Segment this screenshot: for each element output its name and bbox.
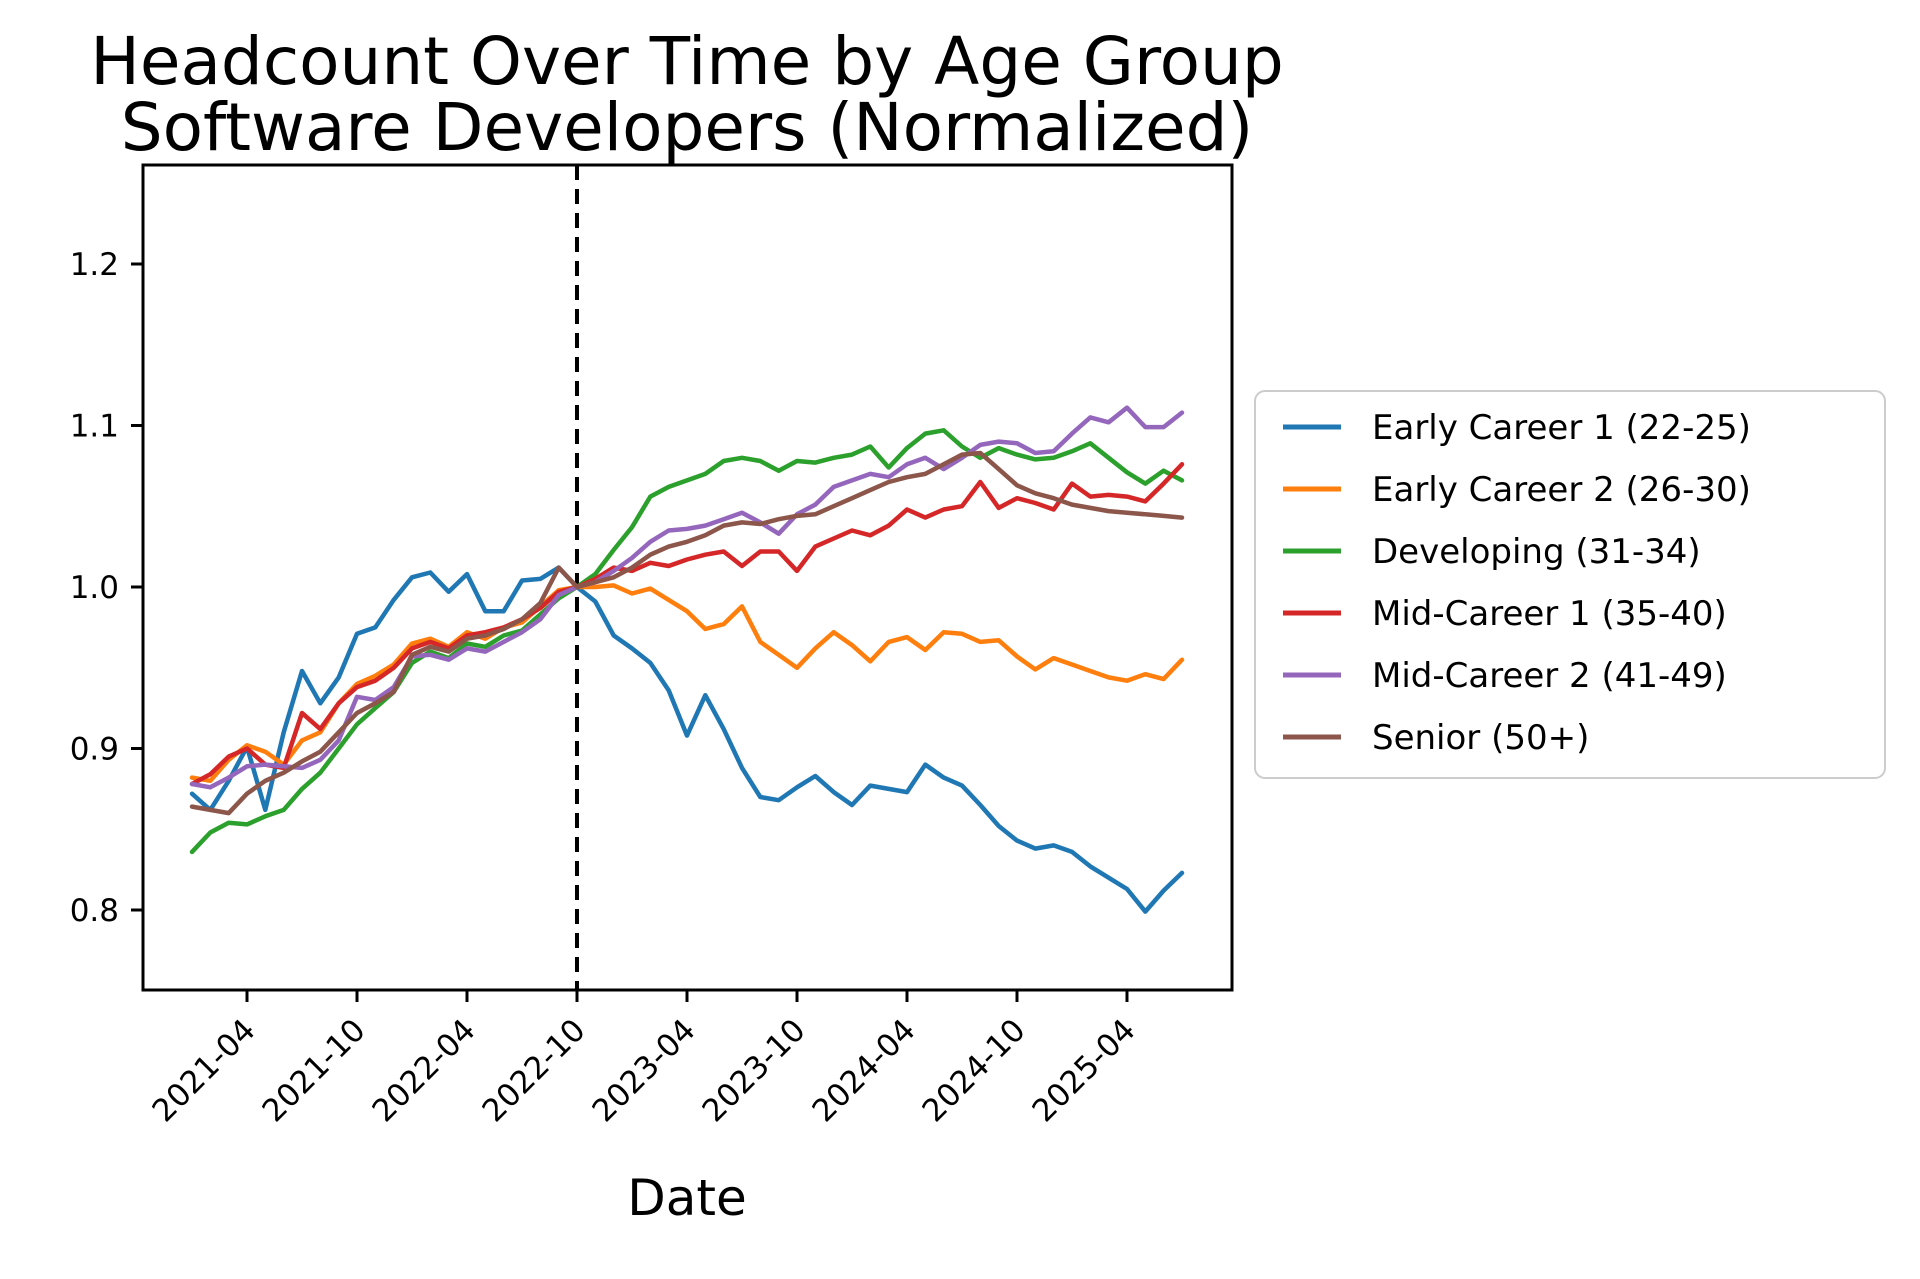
- legend-item-mid-career-2: Mid-Career 2 (41-49): [1283, 656, 1727, 696]
- x-tick-label: 2022-10: [476, 1012, 593, 1129]
- legend-label-mid-career-1: Mid-Career 1 (35-40): [1372, 594, 1727, 634]
- y-tick-label: 1.2: [70, 247, 119, 283]
- x-tick-label: 2024-04: [806, 1012, 923, 1129]
- legend-item-mid-career-1: Mid-Career 1 (35-40): [1283, 594, 1727, 634]
- series-line-mid-career-1: [189, 462, 1185, 787]
- series-line-early-career-1: [189, 565, 1185, 914]
- y-tick-label: 0.9: [70, 732, 119, 768]
- legend-label-developing: Developing (31-34): [1372, 532, 1701, 572]
- chart-title-line2: Software Developers (Normalized): [121, 89, 1254, 166]
- x-tick-label: 2024-10: [916, 1012, 1033, 1129]
- x-axis-ticks: 2021-042021-102022-042022-102023-042023-…: [146, 990, 1143, 1129]
- chart-title-line1: Headcount Over Time by Age Group: [90, 23, 1283, 100]
- y-tick-label: 0.8: [70, 893, 119, 929]
- series-line-early-career-2: [189, 583, 1185, 784]
- legend-item-early-career-1: Early Career 1 (22-25): [1283, 408, 1751, 448]
- y-axis-ticks: 0.8 0.9 1.0 1.1 1.2: [70, 247, 143, 929]
- legend-box: [1254, 390, 1886, 779]
- series-lines: [189, 405, 1185, 914]
- legend-item-early-career-2: Early Career 2 (26-30): [1283, 470, 1751, 510]
- legend-item-senior: Senior (50+): [1283, 718, 1589, 758]
- series-line-developing: [189, 428, 1185, 855]
- legend-label-early-career-1: Early Career 1 (22-25): [1372, 408, 1751, 448]
- x-tick-label: 2021-04: [146, 1012, 263, 1129]
- legend-label-early-career-2: Early Career 2 (26-30): [1372, 470, 1751, 510]
- x-tick-label: 2021-10: [256, 1012, 373, 1129]
- y-tick-label: 1.0: [70, 570, 119, 606]
- legend-label-senior: Senior (50+): [1372, 718, 1589, 758]
- series-line-mid-career-2: [189, 405, 1185, 790]
- legend-label-mid-career-2: Mid-Career 2 (41-49): [1372, 656, 1727, 696]
- x-tick-label: 2023-04: [586, 1012, 703, 1129]
- series-line-senior: [189, 450, 1185, 816]
- x-axis-label: Date: [627, 1169, 747, 1227]
- x-tick-label: 2025-04: [1026, 1012, 1143, 1129]
- x-tick-label: 2023-10: [696, 1012, 813, 1129]
- axes-frame: [141, 163, 1234, 992]
- legend-item-developing: Developing (31-34): [1283, 532, 1701, 572]
- x-tick-label: 2022-04: [366, 1012, 483, 1129]
- legend: Early Career 1 (22-25) Early Career 2 (26…: [1254, 390, 1886, 779]
- y-tick-label: 1.1: [70, 409, 119, 445]
